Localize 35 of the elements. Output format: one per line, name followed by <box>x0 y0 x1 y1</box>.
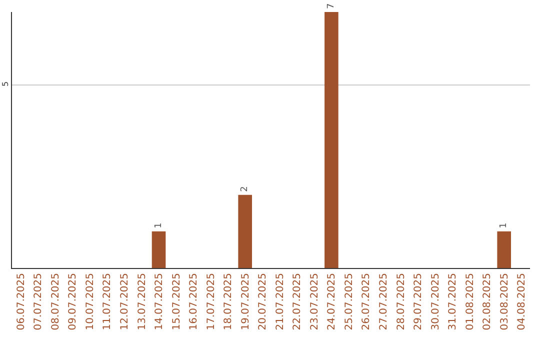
x-tick-label: 14.07.2025 <box>154 273 166 330</box>
x-tick-label: 06.07.2025 <box>16 273 27 330</box>
x-tick-label: 27.07.2025 <box>378 273 390 330</box>
x-tick-label: 03.08.2025 <box>499 273 510 330</box>
x-tick-label: 19.07.2025 <box>240 273 252 330</box>
x-tick-label: 29.07.2025 <box>413 273 424 330</box>
x-tick-label: 12.07.2025 <box>119 273 130 330</box>
x-tick-label: 31.07.2025 <box>448 273 459 330</box>
data-label: 1 <box>154 222 164 228</box>
x-tick-label: 25.07.2025 <box>344 273 355 330</box>
x-tick-label: 16.07.2025 <box>188 273 200 330</box>
x-tick-label: 04.08.2025 <box>516 273 528 330</box>
x-tick-label: 11.07.2025 <box>102 273 114 330</box>
x-tick-label: 23.07.2025 <box>309 273 320 330</box>
x-tick-label: 28.07.2025 <box>396 273 407 330</box>
data-label: 2 <box>240 186 250 192</box>
x-tick-label: 17.07.2025 <box>206 273 217 330</box>
x-tick-label: 22.07.2025 <box>292 273 304 330</box>
data-label: 1 <box>499 222 510 228</box>
x-tick-label: 20.07.2025 <box>258 273 269 330</box>
x-tick-label: 09.07.2025 <box>68 273 79 330</box>
x-tick-label: 08.07.2025 <box>50 273 62 330</box>
x-tick-label: 10.07.2025 <box>84 273 96 330</box>
x-tick-label: 24.07.2025 <box>326 273 338 330</box>
data-label: 7 <box>326 3 336 9</box>
x-tick-label: 26.07.2025 <box>361 273 372 330</box>
x-tick-label: 13.07.2025 <box>136 273 148 330</box>
x-tick-label: 15.07.2025 <box>171 273 182 330</box>
y-tick-label: 5 <box>0 81 10 86</box>
x-tick-label: 01.08.2025 <box>464 273 476 330</box>
x-tick-label: 02.08.2025 <box>482 273 494 330</box>
x-tick-label: 18.07.2025 <box>223 273 234 330</box>
x-tick-label: 07.07.2025 <box>33 273 44 330</box>
x-tick-label: 21.07.2025 <box>274 273 286 330</box>
x-tick-label: 30.07.2025 <box>430 273 442 330</box>
